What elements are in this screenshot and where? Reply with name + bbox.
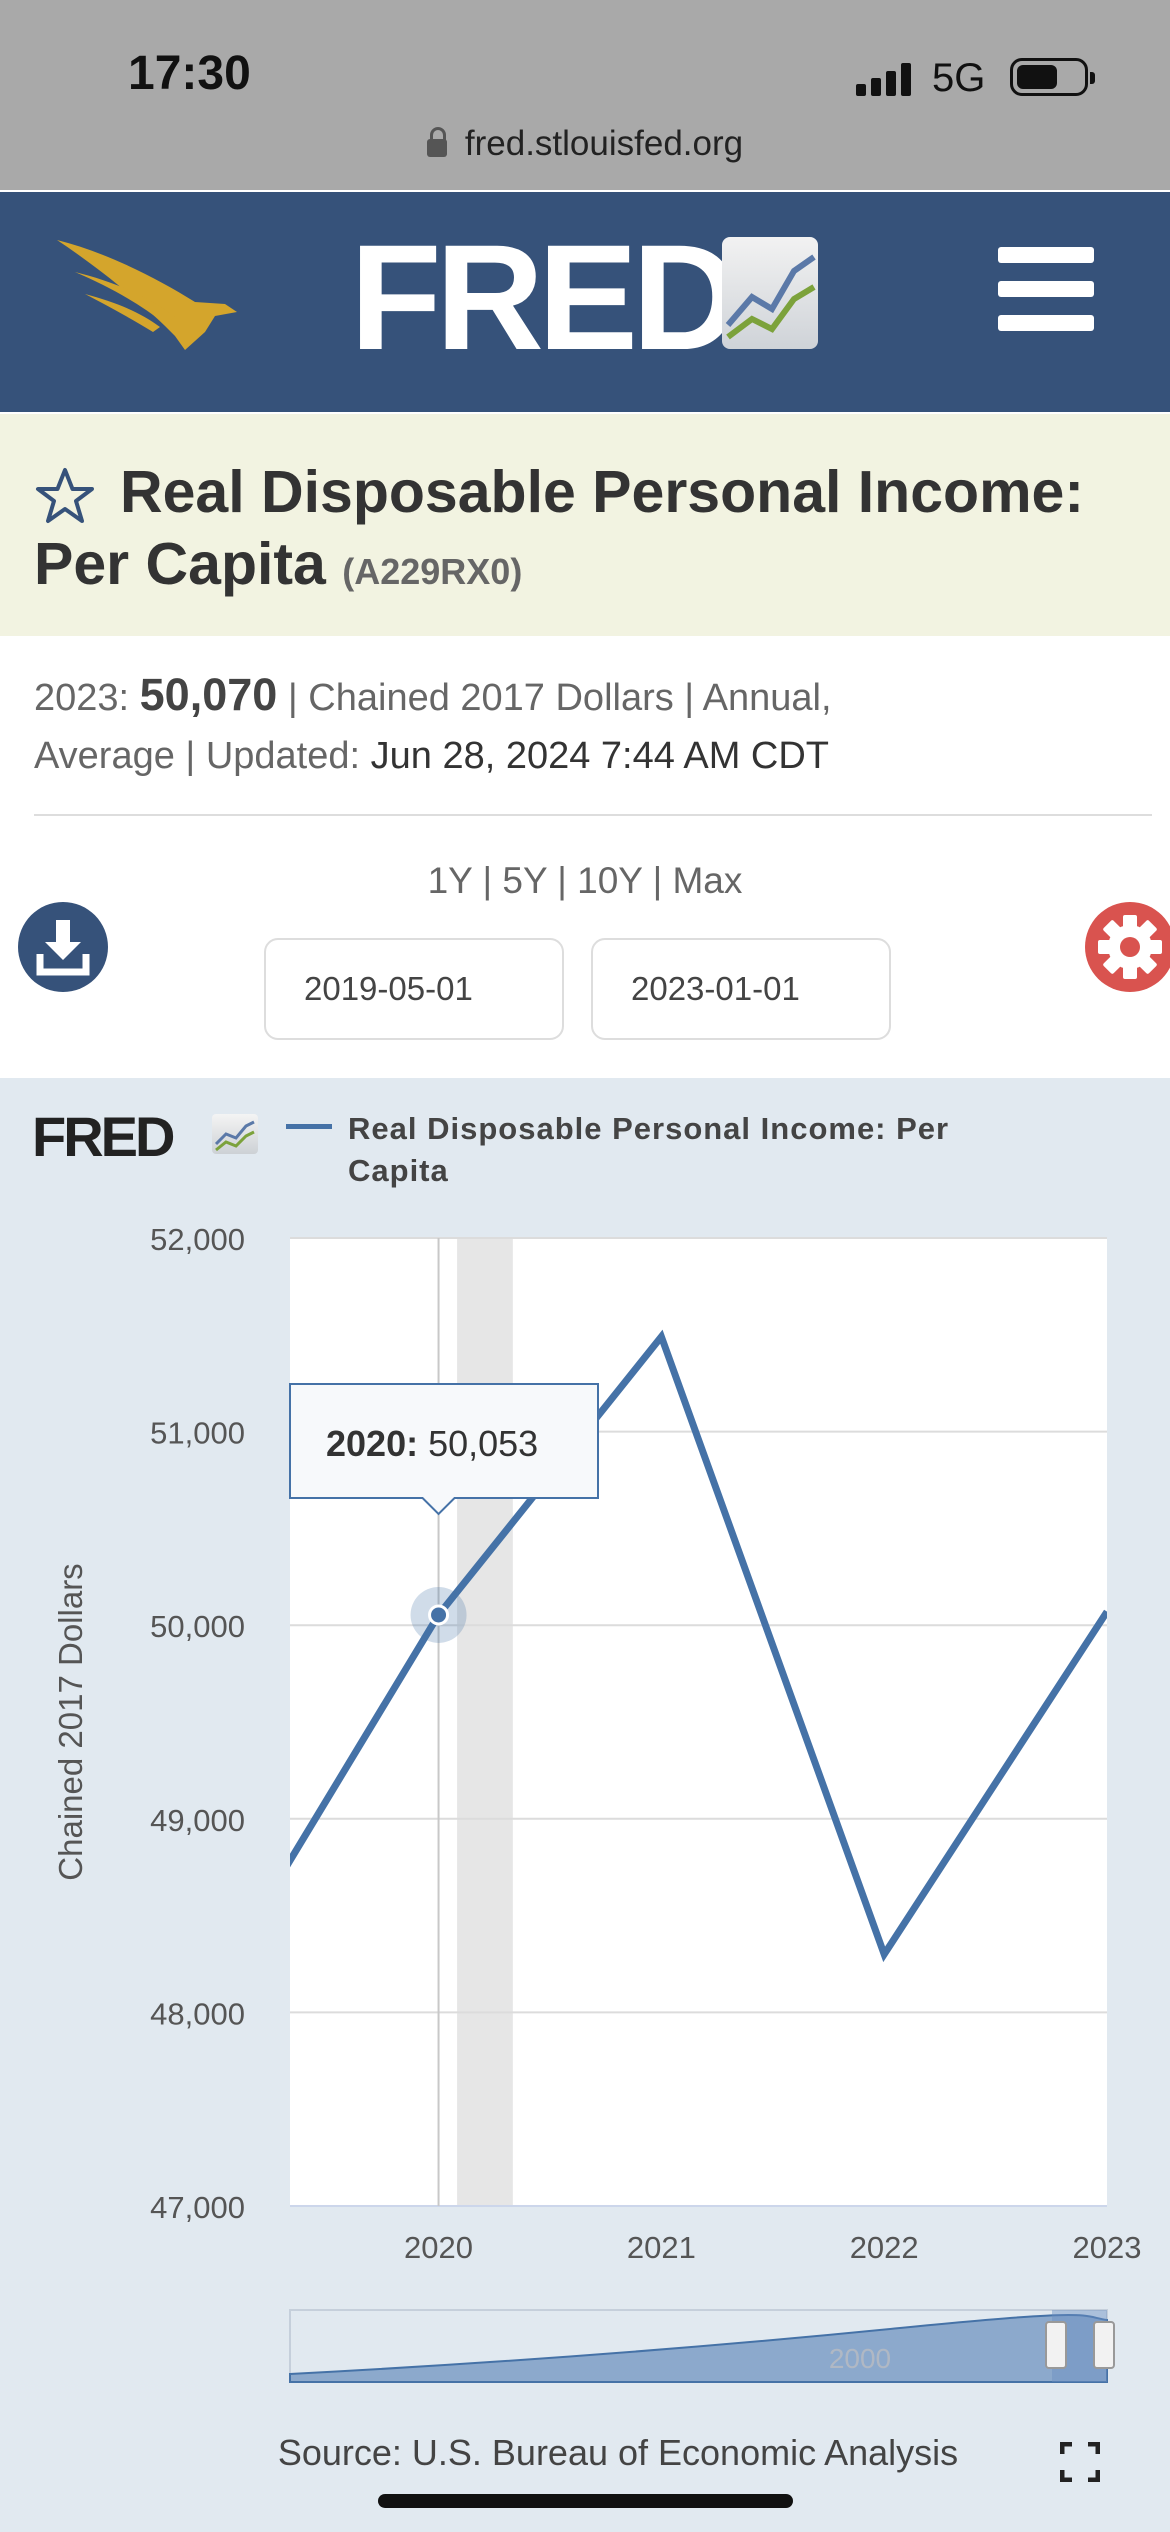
range-1y[interactable]: 1Y: [427, 860, 473, 901]
star-icon[interactable]: [34, 466, 96, 528]
download-button[interactable]: [18, 902, 108, 992]
tooltip-value: 50,053: [428, 1423, 538, 1464]
navigator-series: [289, 2314, 1108, 2383]
y-tick-label: 47,000: [150, 2190, 245, 2225]
series-line[interactable]: [216, 1329, 1107, 1984]
frequency-text: Average | Updated:: [34, 735, 361, 777]
chart-panel: FRED Real Disposable Personal Income: Pe…: [0, 1078, 1170, 2532]
x-tick-label: 2020: [404, 2230, 473, 2265]
range-selector: 1Y | 5Y | 10Y | Max: [427, 860, 743, 901]
divider: [34, 814, 1152, 816]
navigator-axis-label: 2000: [829, 2343, 891, 2374]
site-header: FRED: [0, 192, 1170, 412]
page-title: Real Disposable Personal Income: Per Cap…: [34, 456, 1134, 608]
range-max[interactable]: Max: [672, 860, 743, 901]
fred-logo-chart-icon: [722, 237, 818, 349]
units-text: | Chained 2017 Dollars | Annual,: [287, 677, 832, 719]
fullscreen-icon[interactable]: [1060, 2442, 1100, 2482]
legend-label[interactable]: Real Disposable Personal Income: Per Cap…: [348, 1111, 950, 1188]
end-date-input[interactable]: 2023-01-01: [591, 938, 891, 1040]
range-5y[interactable]: 5Y: [502, 860, 547, 901]
status-time: 17:30: [128, 47, 251, 100]
settings-button[interactable]: [1085, 902, 1170, 992]
range-10y[interactable]: 10Y: [577, 860, 643, 901]
latest-value: 50,070: [139, 669, 278, 720]
battery-icon: [1010, 58, 1095, 96]
fred-logo[interactable]: FRED: [350, 213, 740, 381]
signal-icon: [856, 62, 916, 96]
network-type: 5G: [932, 56, 986, 100]
navigator-handle-left[interactable]: [1045, 2321, 1067, 2369]
download-icon: [36, 920, 90, 976]
series-title-band: Real Disposable Personal Income: Per Cap…: [0, 414, 1170, 636]
url-text: fred.stlouisfed.org: [464, 124, 744, 163]
y-tick-label: 48,000: [150, 1996, 245, 2031]
updated-date: Jun 28, 2024 7:44 AM CDT: [370, 735, 829, 777]
tooltip-label: 2020:: [326, 1423, 428, 1464]
tooltip: [289, 1383, 599, 1516]
fred-mini-logo: FRED: [32, 1105, 175, 1168]
y-axis-title: Chained 2017 Dollars: [52, 1563, 89, 1880]
series-meta: 2023: 50,070 | Chained 2017 Dollars | An…: [34, 666, 1134, 785]
data-point[interactable]: [428, 1604, 450, 1626]
y-tick-label: 51,000: [150, 1416, 245, 1451]
eagle-logo-icon[interactable]: [55, 232, 245, 352]
start-date-input[interactable]: 2019-05-01: [264, 938, 564, 1040]
x-tick-label: 2023: [1073, 2230, 1142, 2265]
menu-icon[interactable]: [998, 247, 1094, 331]
lock-icon: [426, 127, 447, 157]
x-tick-label: 2021: [627, 2230, 696, 2265]
series-id: (A229RX0): [342, 551, 523, 592]
y-tick-label: 49,000: [150, 1803, 245, 1838]
tooltip-text: 2020: 50,053: [326, 1423, 538, 1464]
legend-swatch: [286, 1124, 332, 1129]
x-tick-label: 2022: [850, 2230, 919, 2265]
series-title: Real Disposable Personal Income: Per Cap…: [34, 459, 1084, 597]
gear-icon: [1098, 915, 1162, 979]
home-indicator: [378, 2494, 793, 2508]
status-bar: 17:30 5G fred.stlouisfed.org: [0, 0, 1170, 190]
fred-mini-chart-icon: [212, 1114, 258, 1154]
navigator-handle-right[interactable]: [1093, 2321, 1115, 2369]
source-text: Source: U.S. Bureau of Economic Analysis: [277, 2432, 959, 2473]
address-bar[interactable]: fred.stlouisfed.org: [0, 124, 1170, 164]
line-chart[interactable]: 47,000 48,000 49,000 50,000 51,000 52,000 2020…: [0, 1078, 1170, 2532]
y-tick-label: 50,000: [150, 1609, 245, 1644]
y-tick-label: 52,000: [150, 1222, 245, 1257]
latest-label: 2023:: [34, 677, 130, 719]
